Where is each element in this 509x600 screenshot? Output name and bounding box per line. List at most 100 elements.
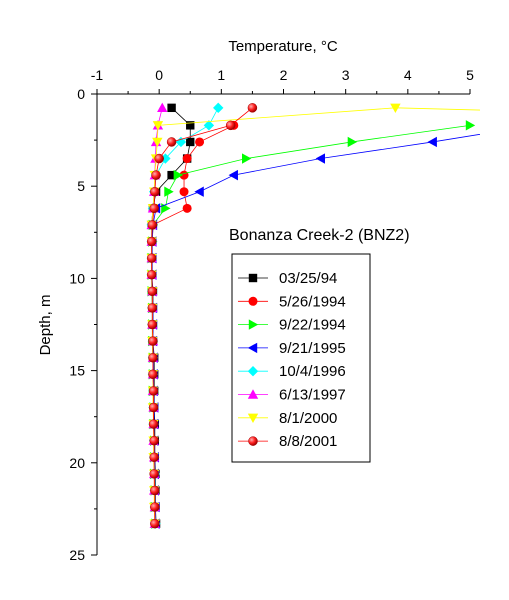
data-point-marker: [247, 366, 259, 377]
legend-item: 6/13/1997: [238, 387, 346, 404]
legend-label: 10/4/1996: [279, 363, 346, 380]
series-8: [146, 103, 258, 529]
data-point-marker: [149, 203, 159, 214]
x-tick-label: 0: [155, 67, 163, 83]
x-tick-label: 1: [217, 67, 225, 83]
data-point-marker: [167, 170, 176, 180]
legend-label: 9/22/1994: [279, 317, 346, 334]
y-tick-label: 5: [77, 178, 85, 194]
data-point-marker: [347, 136, 358, 148]
data-point-marker: [148, 386, 159, 396]
legend-label: 9/21/1995: [279, 340, 346, 357]
data-point-marker: [247, 413, 259, 423]
y-tick-label: 0: [77, 86, 85, 102]
legend-label: 6/13/1997: [279, 387, 346, 404]
data-point-marker: [203, 120, 215, 131]
series-layer: [146, 102, 480, 529]
x-tick-label: 2: [280, 67, 288, 83]
data-point-marker: [151, 170, 161, 180]
y-tick-label: 10: [69, 270, 85, 286]
y-ticks: 0 5 10 15 20 25: [69, 86, 97, 563]
x-axis-title: Temperature, °C: [228, 38, 338, 55]
legend-item: 5/26/1994: [238, 293, 346, 310]
data-point-marker: [248, 436, 258, 446]
data-point-marker: [150, 485, 160, 496]
x-tick-label: 4: [404, 67, 412, 83]
data-point-marker: [182, 154, 192, 164]
legend-item: 8/8/2001: [238, 433, 337, 450]
legend-item: 03/25/94: [238, 270, 337, 287]
data-point-marker: [146, 269, 157, 280]
data-point-marker: [194, 186, 204, 197]
data-point-marker: [248, 319, 259, 330]
legend-label: 8/8/2001: [279, 433, 337, 450]
data-point-marker: [147, 220, 158, 230]
data-point-marker: [182, 203, 192, 213]
data-point-marker: [179, 187, 189, 197]
data-point-marker: [147, 286, 158, 297]
data-point-marker: [150, 518, 160, 529]
series-2: [147, 120, 239, 529]
data-point-marker: [148, 336, 158, 346]
data-point-marker: [175, 136, 187, 148]
data-point-marker: [166, 137, 177, 147]
data-point-marker: [148, 402, 159, 413]
chart-annotation: Bonanza Creek-2 (BNZ2): [229, 227, 410, 244]
y-tick-label: 25: [69, 547, 85, 563]
data-point-marker: [186, 121, 195, 130]
data-point-marker: [248, 273, 258, 283]
data-point-marker: [427, 136, 437, 148]
data-point-marker: [146, 236, 157, 247]
legend-item: 9/21/1995: [238, 340, 346, 357]
data-point-marker: [149, 435, 159, 446]
data-point-marker: [147, 319, 158, 330]
legend-label: 8/1/2000: [279, 410, 337, 427]
data-point-marker: [152, 121, 164, 131]
legend-item: 8/1/2000: [238, 410, 337, 427]
data-point-marker: [213, 102, 224, 114]
data-point-marker: [247, 389, 259, 399]
series-line: [151, 124, 234, 524]
y-tick-label: 15: [69, 363, 85, 379]
data-point-marker: [247, 342, 258, 354]
legend-box: [231, 253, 371, 463]
data-point-marker: [173, 169, 184, 181]
data-point-marker: [147, 303, 158, 313]
x-tick-label: -1: [91, 67, 104, 83]
y-axis-title: Depth, m: [37, 295, 54, 356]
data-point-marker: [465, 120, 476, 131]
legend: 03/25/94 5/26/1994 9/22/1994 9/21/1995 10/4/…: [231, 253, 371, 463]
x-ticks: -1 0 1 2 3 4 5: [91, 67, 474, 94]
legend-item: 9/22/1994: [238, 317, 346, 334]
data-point-marker: [164, 186, 174, 197]
data-point-marker: [152, 137, 163, 148]
legend-label: 03/25/94: [279, 270, 337, 287]
y-tick-label: 20: [69, 455, 85, 471]
data-point-marker: [225, 120, 236, 131]
data-point-marker: [148, 352, 158, 363]
data-point-marker: [148, 369, 158, 380]
data-point-marker: [167, 103, 176, 113]
data-point-marker: [186, 137, 195, 147]
data-point-marker: [150, 186, 160, 197]
series-6: [146, 102, 168, 528]
data-point-marker: [157, 102, 168, 113]
data-point-marker: [195, 137, 205, 147]
data-point-marker: [390, 103, 401, 114]
data-point-marker: [242, 153, 252, 164]
data-point-marker: [149, 452, 159, 463]
data-point-marker: [154, 153, 164, 164]
x-tick-label: 5: [466, 67, 474, 83]
data-point-marker: [247, 103, 258, 113]
data-point-marker: [150, 502, 160, 512]
legend-label: 5/26/1994: [279, 293, 346, 310]
data-point-marker: [315, 153, 325, 164]
data-point-marker: [148, 419, 159, 429]
legend-item: 10/4/1996: [238, 363, 346, 380]
x-tick-label: 3: [342, 67, 350, 83]
data-point-marker: [248, 296, 258, 306]
data-point-marker: [149, 469, 159, 479]
data-point-marker: [228, 169, 238, 181]
plot-area: [146, 102, 480, 529]
